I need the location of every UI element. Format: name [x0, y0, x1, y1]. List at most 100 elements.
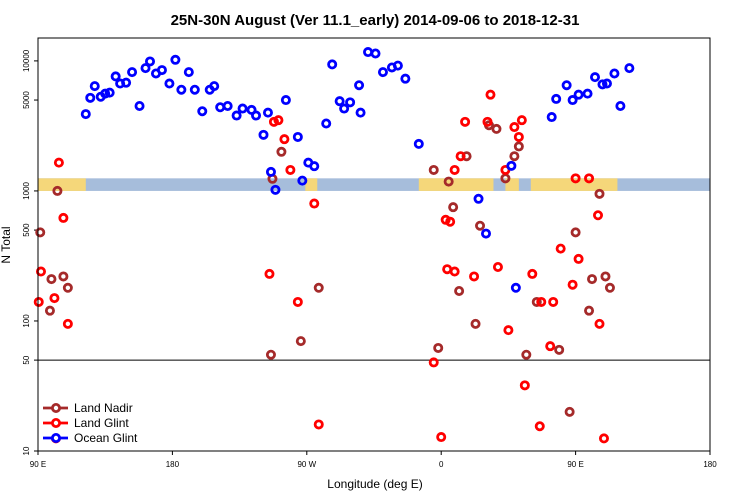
point-land-nadir: [44, 305, 55, 316]
point-land-glint: [292, 296, 303, 307]
point-land-glint: [584, 173, 595, 184]
x-tick-label: 180: [166, 460, 180, 469]
point-ocean-glint: [400, 73, 411, 84]
point-ocean-glint: [561, 80, 572, 91]
point-land-glint: [573, 253, 584, 264]
point-ocean-glint: [473, 193, 484, 204]
point-land-glint: [53, 157, 64, 168]
point-ocean-glint: [270, 184, 281, 195]
point-land-glint: [313, 419, 324, 430]
point-land-nadir: [313, 282, 324, 293]
point-land-glint: [516, 115, 527, 126]
point-land-glint: [428, 357, 439, 368]
point-land-glint: [285, 164, 296, 175]
point-ocean-glint: [615, 100, 626, 111]
land-band-segment: [38, 178, 86, 191]
y-tick-label: 10000: [22, 49, 31, 72]
point-ocean-glint: [265, 166, 276, 177]
point-ocean-glint: [377, 67, 388, 78]
point-land-nadir: [448, 202, 459, 213]
point-land-glint: [445, 216, 456, 227]
x-axis: 90 E 180 90 W 0 90 E 180: [30, 451, 717, 469]
point-ocean-glint: [413, 138, 424, 149]
point-land-nadir: [554, 344, 565, 355]
point-ocean-glint: [480, 228, 491, 239]
point-land-nadir: [587, 274, 598, 285]
point-ocean-glint: [197, 106, 208, 117]
point-land-nadir: [584, 305, 595, 316]
point-ocean-glint: [237, 103, 248, 114]
point-land-nadir: [570, 227, 581, 238]
point-land-nadir: [491, 123, 502, 134]
land-band-segment: [305, 178, 318, 191]
point-land-nadir: [500, 173, 511, 184]
y-tick-label: 10: [22, 446, 31, 455]
point-land-glint: [35, 266, 46, 277]
point-ocean-glint: [183, 67, 194, 78]
y-tick-label: 100: [22, 314, 31, 328]
point-land-glint: [545, 341, 556, 352]
y-axis-label: N Total: [0, 226, 13, 263]
legend-item: Land Glint: [43, 416, 129, 430]
point-land-nadir: [564, 406, 575, 417]
y-axis: 10 50 100 500 1000 5000 10000: [22, 49, 38, 455]
point-ocean-glint: [582, 88, 593, 99]
point-ocean-glint: [144, 56, 155, 67]
point-ocean-glint: [104, 87, 115, 98]
legend-marker: [51, 417, 62, 428]
point-land-glint: [58, 212, 69, 223]
point-land-nadir: [35, 227, 46, 238]
point-ocean-glint: [189, 84, 200, 95]
point-land-glint: [570, 173, 581, 184]
point-ocean-glint: [551, 93, 562, 104]
series-ocean-glint: [80, 47, 635, 293]
point-land-glint: [485, 89, 496, 100]
point-ocean-glint: [601, 78, 612, 89]
point-ocean-glint: [280, 95, 291, 106]
point-land-nadir: [62, 282, 73, 293]
point-ocean-glint: [292, 131, 303, 142]
point-ocean-glint: [262, 107, 273, 118]
point-land-nadir: [295, 336, 306, 347]
point-land-nadir: [46, 274, 57, 285]
point-ocean-glint: [297, 175, 308, 186]
point-ocean-glint: [156, 65, 167, 76]
point-ocean-glint: [345, 97, 356, 108]
point-ocean-glint: [546, 112, 557, 123]
x-tick-label: 90 E: [30, 460, 46, 469]
point-ocean-glint: [121, 77, 132, 88]
point-land-glint: [536, 296, 547, 307]
point-land-glint: [436, 432, 447, 443]
point-land-nadir: [428, 164, 439, 175]
point-ocean-glint: [363, 47, 374, 58]
point-land-glint: [309, 198, 320, 209]
point-land-nadir: [509, 151, 520, 162]
legend-label: Land Glint: [74, 416, 129, 430]
land-band-segment: [418, 178, 494, 191]
land-band-segment: [575, 178, 618, 191]
x-tick-label: 90 E: [567, 460, 583, 469]
point-land-glint: [598, 433, 609, 444]
x-tick-label: 90 W: [297, 460, 316, 469]
point-ocean-glint: [231, 110, 242, 121]
point-land-glint: [593, 210, 604, 221]
legend-label: Ocean Glint: [74, 431, 138, 445]
point-ocean-glint: [222, 100, 233, 111]
point-land-nadir: [52, 185, 63, 196]
point-land-nadir: [475, 220, 486, 231]
point-ocean-glint: [597, 79, 608, 90]
point-land-nadir: [604, 282, 615, 293]
point-ocean-glint: [140, 63, 151, 74]
point-ocean-glint: [355, 107, 366, 118]
point-land-glint: [482, 116, 493, 127]
point-land-nadir: [470, 318, 481, 329]
point-ocean-glint: [309, 161, 320, 172]
point-land-nadir: [276, 146, 287, 157]
point-land-glint: [449, 266, 460, 277]
point-ocean-glint: [370, 48, 381, 59]
point-ocean-glint: [134, 100, 145, 111]
point-land-glint: [534, 421, 545, 432]
x-tick-label: 180: [703, 460, 717, 469]
point-ocean-glint: [567, 95, 578, 106]
